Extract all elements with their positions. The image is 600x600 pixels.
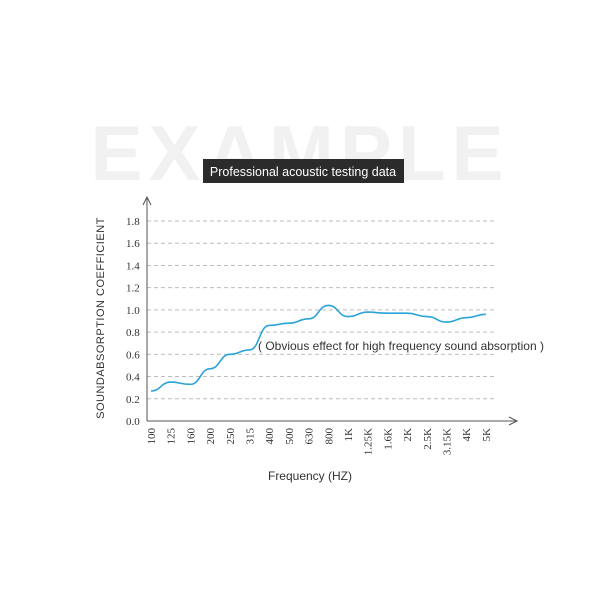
series-layer — [150, 304, 486, 392]
y-tick-label: 0.6 — [126, 349, 140, 361]
x-tick-label: 1.6K — [382, 428, 394, 450]
x-tick-label: 5K — [481, 428, 493, 442]
x-tick-label: 2K — [402, 428, 414, 442]
chart-title: Professional acoustic testing data — [210, 165, 396, 179]
gridlines — [147, 220, 495, 400]
y-tick-label: 1.8 — [126, 216, 140, 228]
y-axis-arrow — [142, 195, 152, 206]
x-tick-label: 800 — [323, 428, 335, 445]
x-tick-label: 125 — [166, 428, 178, 445]
chart-title-box — [203, 159, 404, 183]
x-tick-label: 4K — [461, 428, 473, 442]
x-tick-label: 2.5K — [422, 428, 434, 450]
y-tick-label: 0.0 — [126, 416, 140, 428]
x-tick-label: 1.25K — [363, 428, 375, 455]
x-tick-label: 160 — [185, 428, 197, 445]
x-tick-label: 3.15K — [442, 428, 454, 455]
x-tick-label: 400 — [264, 428, 276, 445]
x-axis-arrow — [508, 416, 519, 426]
x-tick-label: 315 — [245, 428, 257, 445]
y-tick-label: 1.2 — [126, 283, 140, 295]
x-tick-label: 500 — [284, 428, 296, 445]
y-axis-title: SOUNDABSORPTION COEFFICIENT — [95, 217, 107, 419]
y-tick-label: 0.4 — [126, 372, 140, 384]
x-tick-label: 200 — [205, 428, 217, 445]
series-line — [150, 304, 486, 392]
y-tick-labels: 0.0 0.2 0.4 0.6 0.8 1.0 1.2 1.4 1.6 1.8 — [126, 216, 140, 428]
x-tick-label: 1K — [343, 428, 355, 442]
x-tick-label: 250 — [225, 428, 237, 445]
x-tick-label: 630 — [304, 428, 316, 445]
y-tick-label: 1.6 — [126, 238, 140, 250]
chart-annotation: ( Obvious effect for high frequency soun… — [258, 339, 544, 353]
x-tick-label: 100 — [146, 428, 158, 445]
y-tick-label: 1.4 — [126, 260, 140, 272]
x-axis-title: Frequency (HZ) — [268, 469, 352, 483]
y-tick-label: 0.8 — [126, 327, 140, 339]
y-tick-label: 0.2 — [126, 394, 140, 406]
watermark-text: EXAMPLE — [90, 109, 509, 197]
y-tick-label: 1.0 — [126, 305, 140, 317]
x-tick-labels: 100 125 160 200 250 315 400 500 630 800 1K 1.25K 1.6… — [146, 428, 493, 456]
